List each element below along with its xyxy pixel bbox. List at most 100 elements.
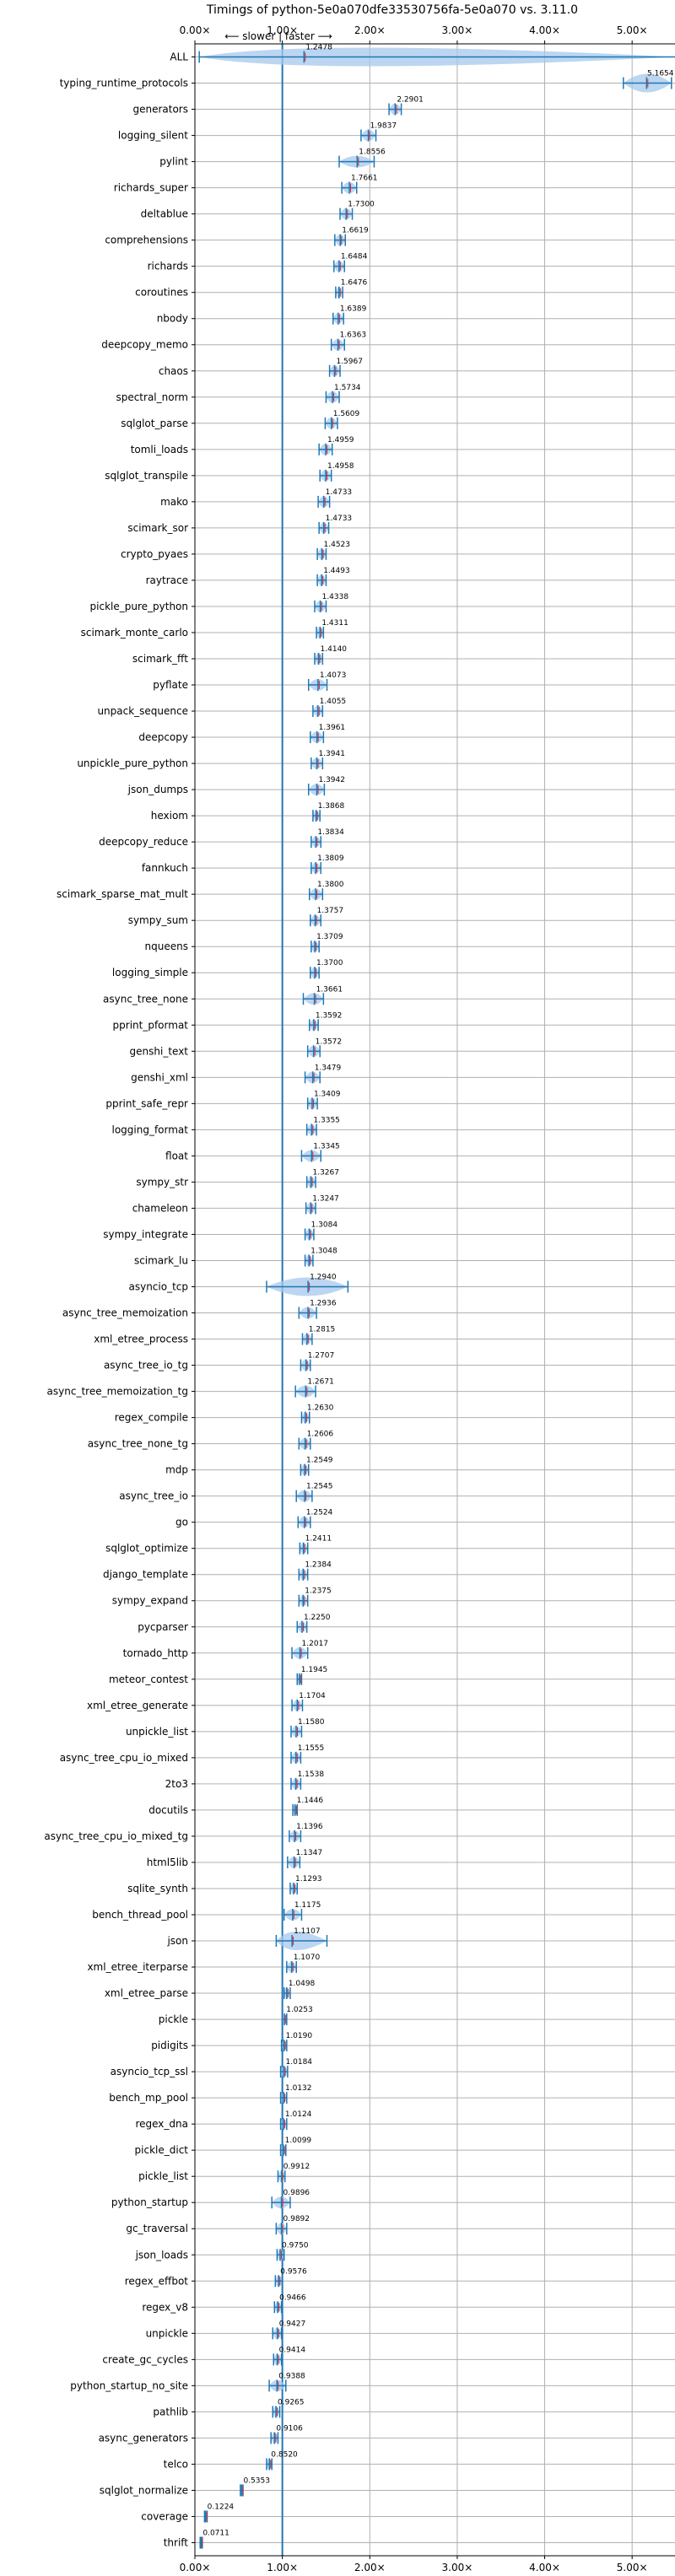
value-label: 1.3355 (313, 1116, 340, 1124)
y-tick-label: pycparser (138, 1621, 188, 1633)
value-label: 1.2671 (307, 1378, 334, 1387)
value-label: 0.9388 (278, 2372, 305, 2380)
y-tick-label: unpickle (146, 2327, 188, 2339)
chart-title: Timings of python-5e0a070dfe33530756fa-5… (206, 3, 578, 17)
y-tick-label: thrift (164, 2536, 189, 2548)
value-label: 0.8520 (271, 2450, 298, 2459)
y-tick-label: unpack_sequence (97, 705, 188, 717)
y-tick-label: asyncio_tcp (128, 1280, 188, 1292)
value-label: 1.4311 (321, 619, 348, 628)
y-tick-label: async_tree_none_tg (88, 1438, 188, 1450)
y-tick-label: xml_etree_parse (105, 1987, 188, 1999)
value-label: 1.2815 (309, 1326, 336, 1334)
value-label: 1.1347 (296, 1849, 323, 1857)
value-label: 1.2545 (306, 1483, 333, 1491)
y-tick-label: create_gc_cycles (102, 2353, 188, 2365)
value-label: 1.1704 (299, 1692, 326, 1700)
x-tick-label-bottom: 0.00× (180, 2562, 211, 2573)
y-tick-label: python_startup (111, 2196, 188, 2208)
y-tick-label: scimark_lu (134, 1254, 188, 1266)
value-label: 1.3809 (317, 854, 344, 863)
y-tick-label: richards_super (114, 182, 188, 194)
value-label: 0.9896 (284, 2189, 310, 2197)
value-label: 1.2411 (305, 1535, 332, 1544)
value-label: 0.5353 (243, 2476, 270, 2485)
y-tick-label: generators (132, 104, 188, 116)
x-tick-label-top: 3.00× (442, 24, 473, 36)
value-label: 1.4733 (326, 488, 353, 497)
plot-frame (194, 43, 675, 2557)
value-label: 0.9912 (284, 2163, 310, 2171)
x-tick-label-bottom: 1.00× (267, 2562, 298, 2573)
value-label: 1.4338 (322, 593, 349, 601)
y-tick-label: sympy_integrate (103, 1228, 188, 1240)
value-label: 1.3409 (314, 1090, 341, 1098)
x-tick-label-bottom: 2.00× (354, 2562, 386, 2573)
value-label: 1.3479 (315, 1064, 342, 1072)
value-label: 1.1107 (294, 1927, 321, 1936)
value-label: 1.1175 (294, 1901, 321, 1910)
value-label: 1.4733 (326, 515, 353, 523)
y-tick-label: spectral_norm (116, 391, 188, 403)
y-tick-label: docutils (148, 1804, 188, 1816)
y-tick-label: go (176, 1517, 188, 1528)
value-label: 1.0253 (286, 2006, 313, 2014)
y-tick-label: deepcopy_memo (101, 339, 188, 351)
y-tick-label: xml_etree_generate (87, 1700, 188, 1711)
value-label: 0.9750 (282, 2241, 309, 2250)
y-tick-label: coroutines (135, 287, 188, 299)
y-tick-label: python_startup_no_site (70, 2379, 188, 2391)
value-label: 1.5734 (334, 384, 361, 392)
y-tick-label: fannkuch (142, 862, 188, 874)
value-label: 1.1555 (298, 1744, 325, 1753)
x-axis-ticks: 0.00× 0.00× 1.00× 1.00× 2.00× 2.00× 3.00× 3.00×… (180, 24, 648, 2573)
y-tick-label: async_tree_cpu_io_mixed_tg (44, 1830, 188, 1842)
y-tick-label: async_tree_io (119, 1490, 188, 1502)
y-tick-label: tornado_http (123, 1647, 188, 1659)
y-tick-label: scimark_sparse_mat_mult (57, 888, 188, 900)
direction-annotation: ⟵ slower | faster ⟶ (224, 30, 332, 42)
y-axis-ticks: ALL typing_runtime_protocols generators log… (44, 51, 195, 2548)
value-label: 1.2524 (306, 1509, 333, 1517)
y-tick-label: pickle_dict (135, 2144, 189, 2156)
y-tick-label: gc_traversal (126, 2223, 188, 2234)
value-label: 1.3267 (312, 1168, 339, 1177)
y-tick-label: sqlglot_transpile (105, 470, 188, 482)
x-tick-label-bottom: 4.00× (529, 2562, 560, 2573)
value-label: 2.2901 (397, 96, 424, 105)
value-label: 0.9892 (284, 2215, 310, 2223)
y-tick-label: logging_format (111, 1124, 188, 1135)
value-label: 1.8556 (359, 148, 386, 157)
y-tick-label: mdp (165, 1464, 188, 1476)
value-label: 1.4073 (320, 671, 347, 680)
y-tick-label: float (165, 1150, 188, 1161)
y-tick-label: sympy_sum (128, 914, 188, 926)
y-tick-label: bench_thread_pool (92, 1909, 188, 1921)
y-tick-label: sympy_expand (112, 1595, 188, 1607)
y-tick-label: bench_mp_pool (109, 2092, 188, 2104)
value-label: 0.9427 (279, 2320, 306, 2328)
value-label: 1.2375 (305, 1587, 332, 1596)
grid (194, 44, 675, 2556)
value-label: 1.3834 (317, 828, 344, 837)
value-label: 1.3661 (316, 985, 343, 994)
x-tick-label-bottom: 3.00× (442, 2562, 473, 2573)
y-tick-label: 2to3 (165, 1778, 188, 1790)
value-label: 1.3247 (312, 1194, 339, 1203)
value-label: 1.0498 (289, 1980, 316, 1988)
y-tick-label: chaos (159, 365, 188, 377)
x-tick-label-top: 0.00× (180, 24, 211, 36)
y-tick-label: regex_dna (135, 2118, 188, 2130)
value-label: 1.6363 (340, 331, 367, 340)
value-label: 1.3700 (316, 959, 343, 967)
y-tick-label: crypto_pyaes (121, 548, 188, 560)
y-tick-label: xml_etree_process (94, 1334, 188, 1345)
y-tick-label: json (166, 1935, 188, 1947)
y-tick-label: unpickle_list (126, 1726, 188, 1738)
y-tick-label: comprehensions (105, 234, 188, 246)
y-tick-label: logging_simple (112, 967, 188, 978)
y-tick-label: deepcopy_reduce (99, 836, 188, 848)
value-label: 0.1224 (208, 2503, 235, 2511)
value-label: 1.4959 (327, 436, 354, 445)
